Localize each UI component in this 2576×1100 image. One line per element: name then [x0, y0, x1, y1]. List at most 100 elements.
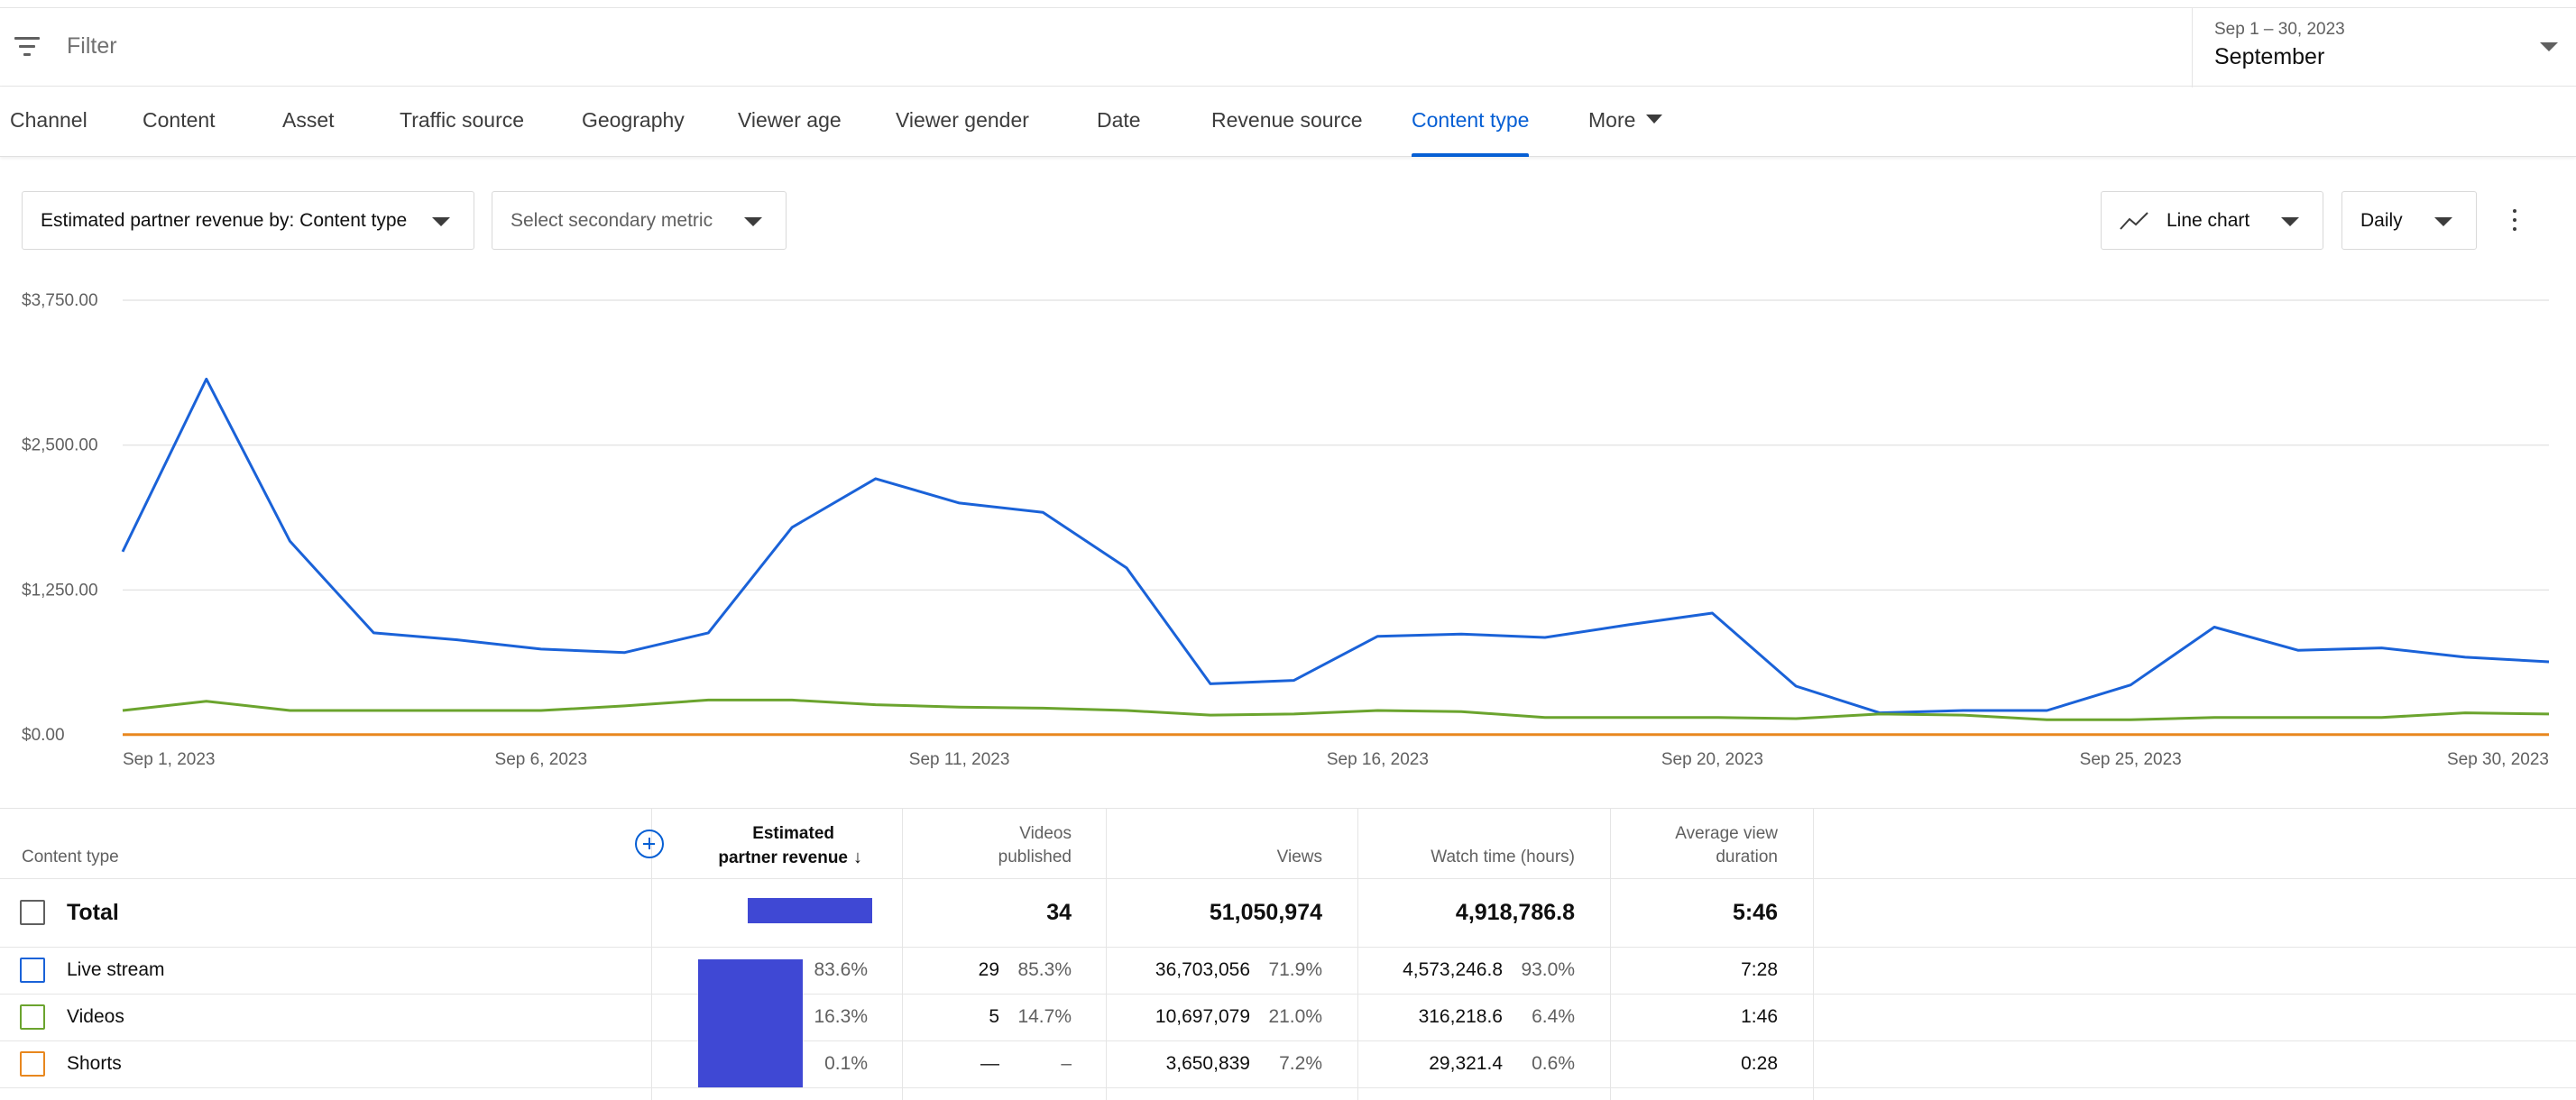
header-avd-line1: Average view	[1675, 824, 1778, 843]
tab-content[interactable]: Content	[143, 108, 216, 132]
series-line-videos	[122, 698, 2550, 721]
live-stream-label: Live stream	[67, 959, 165, 980]
videos-revenue-pct: 16.3%	[814, 1006, 868, 1027]
videos-views: 10,697,079	[1155, 1006, 1250, 1027]
filter-input[interactable]: Filter	[67, 33, 117, 59]
total-label: Total	[67, 900, 119, 925]
tab-revenue-source[interactable]: Revenue source	[1211, 108, 1363, 132]
header-revenue[interactable]: partner revenue ↓	[718, 846, 862, 870]
shorts-label: Shorts	[67, 1053, 122, 1074]
videos-videos-pct: 14.7%	[1017, 1006, 1072, 1027]
live-stream-avd: 7:28	[1741, 959, 1778, 980]
revenue-line-chart: $0.00 $1,250.00 $2,500.00 $3,750.00 Sep 1, 2…	[22, 291, 2550, 769]
series-line-live-stream	[121, 377, 2550, 715]
chart-type-dropdown[interactable]: Line chart	[2101, 191, 2323, 250]
y-tick-label: $0.00	[22, 726, 65, 745]
chevron-down-icon	[2434, 217, 2452, 226]
tab-more[interactable]: More	[1588, 108, 1663, 157]
shorts-watch-pct: 0.6%	[1532, 1053, 1575, 1074]
primary-metric-dropdown[interactable]: Estimated partner revenue by: Content ty…	[22, 191, 474, 250]
x-tick-label: Sep 6, 2023	[495, 750, 587, 769]
shorts-avd: 0:28	[1741, 1053, 1778, 1074]
total-avd: 5:46	[1732, 900, 1778, 925]
x-tick-label: Sep 30, 2023	[2447, 750, 2549, 769]
videos-views-pct: 21.0%	[1268, 1006, 1322, 1027]
tab-viewer-gender[interactable]: Viewer gender	[896, 108, 1029, 132]
y-tick-label: $2,500.00	[22, 436, 98, 455]
header-content-type: Content type	[22, 848, 119, 866]
shorts-views: 3,650,839	[1165, 1053, 1250, 1074]
more-options-icon[interactable]	[2507, 206, 2522, 234]
live-stream-watch-time: 4,573,246.8	[1403, 959, 1503, 980]
header-watch-time: Watch time (hours)	[1431, 848, 1575, 866]
date-range-text: Sep 1 – 30, 2023	[2214, 20, 2345, 39]
tab-asset[interactable]: Asset	[282, 108, 335, 132]
total-checkbox[interactable]	[20, 900, 45, 925]
secondary-metric-label: Select secondary metric	[511, 210, 713, 231]
shorts-videos-pct: –	[1061, 1053, 1072, 1074]
videos-avd: 1:46	[1741, 1006, 1778, 1027]
tab-more-label: More	[1588, 108, 1636, 132]
y-tick-label: $3,750.00	[22, 291, 98, 310]
line-chart-icon	[2120, 212, 2148, 230]
live-stream-videos-pct: 85.3%	[1017, 959, 1072, 980]
x-tick-label: Sep 20, 2023	[1661, 750, 1763, 769]
chevron-down-icon	[744, 217, 762, 226]
header-revenue-line2: partner revenue	[718, 848, 848, 867]
x-tick-label: Sep 25, 2023	[2080, 750, 2182, 769]
date-period-label: September	[2214, 44, 2325, 69]
tab-traffic-source[interactable]: Traffic source	[400, 108, 525, 132]
tab-channel[interactable]: Channel	[10, 108, 87, 132]
tab-viewer-age[interactable]: Viewer age	[738, 108, 842, 132]
videos-checkbox[interactable]	[20, 1004, 45, 1030]
header-videos-line1: Videos	[1019, 824, 1072, 843]
add-metric-icon[interactable]	[635, 830, 664, 858]
filter-icon[interactable]	[14, 37, 40, 57]
interval-dropdown[interactable]: Daily	[2341, 191, 2477, 250]
primary-metric-label: Estimated partner revenue by: Content ty…	[41, 210, 408, 231]
header-views: Views	[1276, 848, 1322, 866]
content-type-table: Content type Estimated partner revenue ↓ …	[0, 808, 2576, 1100]
live-stream-revenue-pct: 83.6%	[814, 959, 868, 980]
live-stream-views-pct: 71.9%	[1268, 959, 1322, 980]
videos-watch-time: 316,218.6	[1418, 1006, 1503, 1027]
shorts-watch-time: 29,321.4	[1429, 1053, 1503, 1074]
total-revenue-bar	[748, 898, 872, 923]
sort-descending-icon: ↓	[853, 848, 862, 867]
shorts-checkbox[interactable]	[20, 1051, 45, 1077]
live-stream-watch-pct: 93.0%	[1521, 959, 1575, 980]
live-stream-checkbox[interactable]	[20, 958, 45, 983]
interval-label: Daily	[2360, 210, 2403, 231]
chevron-down-icon	[432, 217, 450, 226]
videos-watch-pct: 6.4%	[1532, 1006, 1575, 1027]
tab-geography[interactable]: Geography	[582, 108, 685, 132]
x-tick-label: Sep 1, 2023	[123, 750, 215, 769]
chart-type-label: Line chart	[2167, 210, 2250, 231]
chevron-down-icon	[2540, 42, 2558, 51]
shorts-revenue-pct: 0.1%	[824, 1053, 868, 1074]
live-stream-views: 36,703,056	[1155, 959, 1250, 980]
chevron-down-icon	[2281, 217, 2299, 226]
header-videos-line2: published	[998, 848, 1072, 866]
chevron-down-icon	[1646, 115, 1663, 124]
tab-date[interactable]: Date	[1097, 108, 1141, 132]
shorts-videos: —	[980, 1053, 999, 1074]
live-stream-videos: 29	[978, 959, 999, 980]
y-tick-label: $1,250.00	[22, 581, 98, 600]
secondary-metric-dropdown[interactable]: Select secondary metric	[492, 191, 787, 250]
shorts-views-pct: 7.2%	[1279, 1053, 1322, 1074]
date-range-picker[interactable]: Sep 1 – 30, 2023 September	[2192, 8, 2576, 87]
total-views: 51,050,974	[1209, 900, 1322, 925]
x-tick-label: Sep 11, 2023	[909, 750, 1010, 769]
x-tick-label: Sep 16, 2023	[1327, 750, 1429, 769]
dimension-tabs: Channel Content Asset Traffic source Geo…	[0, 87, 2576, 157]
filter-bar: Filter Sep 1 – 30, 2023 September	[0, 7, 2576, 87]
header-avd-line2: duration	[1716, 848, 1778, 866]
total-videos: 34	[1046, 900, 1072, 925]
header-revenue-line1[interactable]: Estimated	[752, 824, 834, 843]
videos-label: Videos	[67, 1006, 124, 1027]
rows-revenue-bar	[698, 959, 803, 1087]
videos-videos: 5	[989, 1006, 999, 1027]
tab-content-type[interactable]: Content type	[1412, 108, 1530, 157]
total-watch-time: 4,918,786.8	[1455, 900, 1575, 925]
